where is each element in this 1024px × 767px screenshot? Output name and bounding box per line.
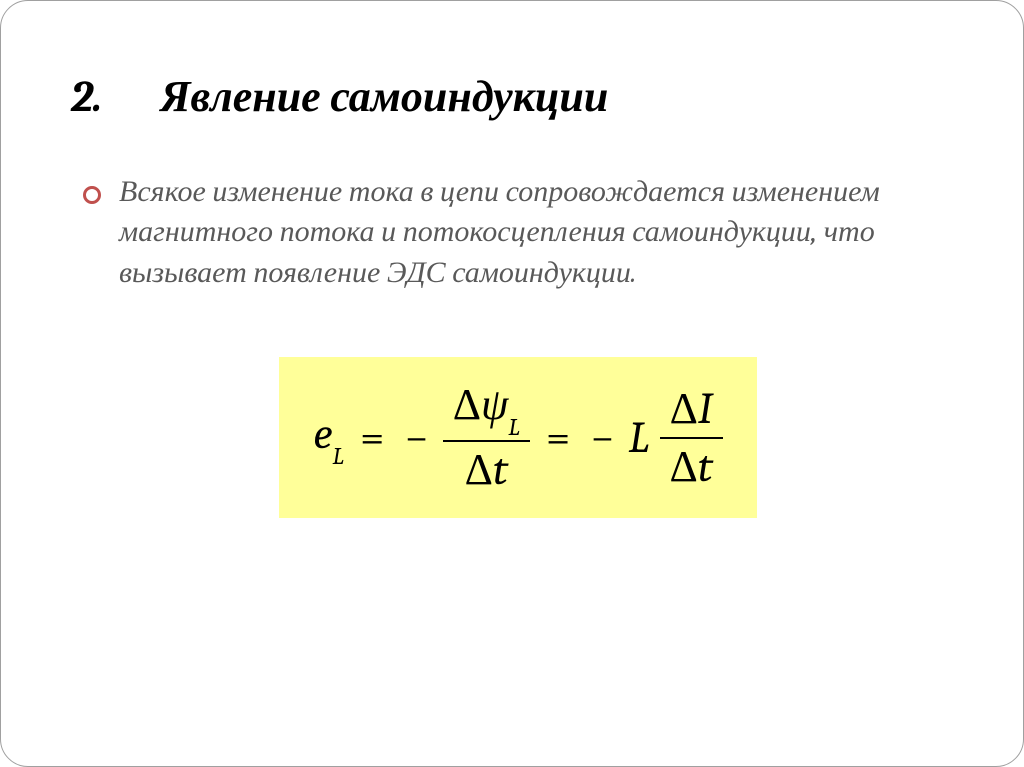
delta-3: Δ bbox=[670, 383, 698, 434]
delta-1: Δ bbox=[453, 379, 481, 430]
slide-title: 2. Явление самоиндукции bbox=[71, 71, 953, 124]
slide-body: Всякое изменение тока в цепи сопровождае… bbox=[83, 172, 953, 519]
title-number: 2. bbox=[71, 71, 102, 122]
minus-2: − bbox=[586, 416, 618, 460]
fraction-1: ΔψL Δt bbox=[443, 377, 530, 498]
formula-lhs: eL bbox=[313, 412, 344, 463]
psi-sub: L bbox=[508, 414, 519, 442]
equals-1: = bbox=[354, 416, 390, 460]
bullet-text: Всякое изменение тока в цепи сопровождае… bbox=[119, 174, 880, 290]
frac1-numerator: ΔψL bbox=[443, 377, 530, 442]
bullet-list: Всякое изменение тока в цепи сопровождае… bbox=[83, 172, 953, 294]
var-t1: t bbox=[493, 444, 508, 495]
formula-container: eL = − ΔψL Δt = − L ΔI bbox=[83, 357, 953, 518]
minus-1: − bbox=[400, 416, 432, 460]
var-e: e bbox=[313, 408, 332, 459]
frac2-denominator: Δt bbox=[659, 439, 722, 495]
sub-L: L bbox=[332, 443, 343, 471]
fraction-2: ΔI Δt bbox=[659, 381, 722, 495]
equals-2: = bbox=[540, 416, 576, 460]
psi: ψ bbox=[481, 379, 508, 430]
formula: eL = − ΔψL Δt = − L ΔI bbox=[279, 357, 756, 518]
slide-frame: 2. Явление самоиндукции Всякое изменение… bbox=[0, 0, 1024, 767]
bullet-item: Всякое изменение тока в цепи сопровождае… bbox=[83, 172, 953, 294]
var-t2: t bbox=[698, 441, 713, 492]
title-text: Явление самоиндукции bbox=[160, 71, 608, 122]
coeff-L: L bbox=[629, 416, 650, 460]
delta-2: Δ bbox=[465, 444, 493, 495]
var-I: I bbox=[698, 383, 713, 434]
frac1-denominator: Δt bbox=[455, 442, 518, 498]
frac2-numerator: ΔI bbox=[660, 381, 723, 439]
delta-4: Δ bbox=[669, 441, 697, 492]
